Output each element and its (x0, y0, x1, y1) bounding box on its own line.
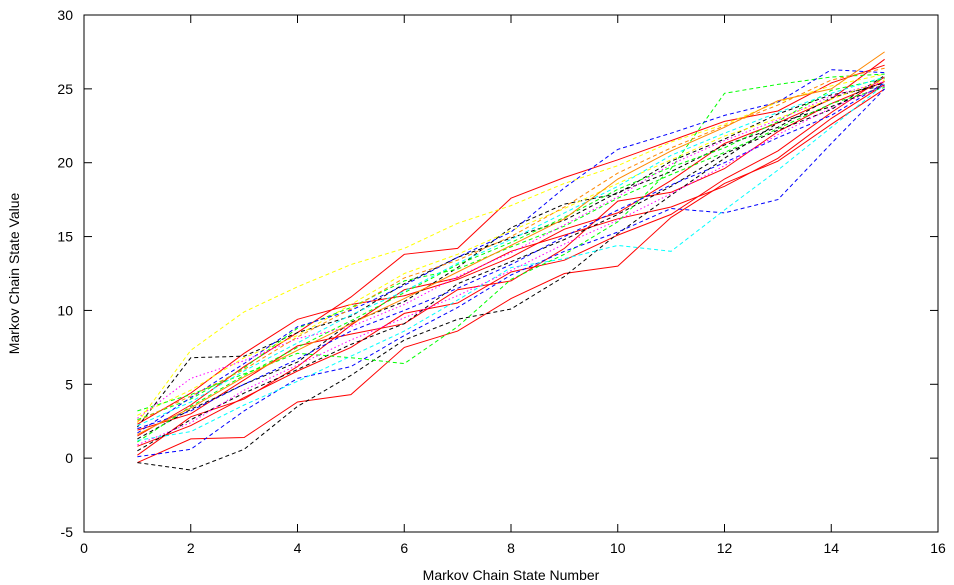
series-line-2 (137, 83, 885, 456)
series-line-7 (137, 85, 885, 471)
series-line-20 (137, 76, 885, 427)
y-tick-label: 5 (65, 376, 73, 392)
series-line-17 (137, 69, 885, 434)
series-line-3 (137, 64, 885, 437)
y-tick-label: -5 (61, 524, 74, 540)
x-tick-label: 6 (400, 540, 408, 556)
series-line-8 (137, 82, 885, 428)
y-tick-label: 30 (57, 7, 73, 23)
series-line-22 (137, 85, 885, 446)
x-tick-label: 8 (507, 540, 515, 556)
x-tick-label: 2 (187, 540, 195, 556)
x-tick-label: 4 (294, 540, 302, 556)
series-line-6 (137, 81, 885, 431)
series-line-14 (137, 78, 885, 443)
y-tick-label: 15 (57, 229, 73, 245)
x-tick-label: 12 (717, 540, 733, 556)
series-line-4 (137, 58, 885, 425)
series-line-1 (137, 88, 885, 464)
plot-lines (136, 51, 885, 471)
series-line-9 (137, 85, 885, 440)
x-tick-label: 16 (930, 540, 946, 556)
series-line-18 (137, 82, 885, 430)
x-axis-label: Markov Chain State Number (423, 567, 600, 583)
axes: 0 2 4 6 8 10 12 14 16 -5 0 5 10 15 20 25 30 (57, 7, 946, 556)
series-line-15 (137, 86, 885, 421)
x-tick-label: 14 (823, 540, 839, 556)
series-line-13 (137, 73, 885, 412)
series-line-12 (137, 79, 885, 416)
series-line-19 (137, 84, 885, 441)
series-line-10 (137, 75, 885, 452)
series-line-24 (137, 67, 885, 422)
y-tick-label: 10 (57, 302, 73, 318)
series-line-23 (137, 51, 885, 435)
y-tick-label: 0 (65, 450, 73, 466)
y-axis-label: Markov Chain State Value (6, 192, 22, 354)
y-tick-label: 25 (57, 81, 73, 97)
series-line-5 (137, 76, 885, 447)
y-tick-label: 20 (57, 155, 73, 171)
x-tick-label: 10 (610, 540, 626, 556)
series-line-16 (137, 88, 885, 458)
x-tick-label: 0 (80, 540, 88, 556)
